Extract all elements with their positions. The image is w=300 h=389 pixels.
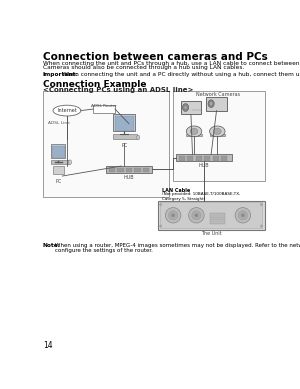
Text: Cameras should also be connected through a hub using LAN cables.: Cameras should also be connected through… — [43, 65, 244, 70]
Ellipse shape — [184, 105, 187, 109]
Text: When connecting the unit and PCs through a hub, use a LAN cable to connect betwe: When connecting the unit and PCs through… — [43, 61, 300, 65]
Text: Network Cameras: Network Cameras — [196, 92, 240, 97]
Bar — [196, 156, 202, 161]
Bar — [106, 166, 152, 173]
Circle shape — [172, 214, 175, 217]
Bar — [186, 134, 202, 136]
Circle shape — [189, 208, 204, 223]
Text: Connection Example: Connection Example — [43, 80, 146, 89]
Text: Connection between cameras and PCs: Connection between cameras and PCs — [43, 52, 268, 62]
Ellipse shape — [190, 128, 198, 135]
Bar — [143, 168, 149, 172]
Circle shape — [195, 214, 198, 217]
Text: When connecting the unit and a PC directly without using a hub, connect them usi: When connecting the unit and a PC direct… — [61, 72, 300, 77]
Bar — [53, 166, 64, 174]
Ellipse shape — [137, 135, 140, 140]
Bar — [204, 156, 210, 161]
Bar — [181, 101, 201, 114]
Bar — [93, 105, 115, 113]
Text: Category 5, Straight): Category 5, Straight) — [161, 197, 205, 201]
Circle shape — [192, 211, 201, 220]
Text: (Not provided: 10BASE-T/100BASE-TX,: (Not provided: 10BASE-T/100BASE-TX, — [161, 192, 240, 196]
Bar — [113, 134, 137, 139]
Bar — [187, 156, 193, 161]
Bar — [178, 156, 185, 161]
Bar — [173, 91, 265, 181]
Bar — [43, 91, 169, 197]
Bar — [210, 219, 225, 224]
Ellipse shape — [208, 100, 214, 107]
Circle shape — [260, 203, 262, 206]
Text: ADSL Line: ADSL Line — [48, 121, 70, 124]
Text: configure the settings of the router.: configure the settings of the router. — [55, 249, 153, 253]
Circle shape — [241, 214, 244, 217]
Bar — [126, 168, 132, 172]
Text: Important:: Important: — [43, 72, 79, 77]
Ellipse shape — [210, 126, 225, 137]
Bar — [52, 146, 64, 158]
Circle shape — [238, 211, 248, 220]
Bar — [221, 156, 227, 161]
Circle shape — [160, 225, 162, 227]
Ellipse shape — [213, 128, 221, 135]
Bar — [115, 116, 134, 131]
Bar — [210, 213, 225, 217]
Circle shape — [169, 211, 178, 220]
Text: HUB: HUB — [124, 175, 134, 179]
Ellipse shape — [186, 126, 202, 137]
Text: 14: 14 — [43, 341, 52, 350]
Ellipse shape — [209, 102, 213, 105]
Text: Note:: Note: — [43, 243, 61, 248]
Text: ADSL Router: ADSL Router — [91, 103, 117, 108]
Text: The Unit: The Unit — [201, 231, 221, 237]
Bar — [134, 168, 141, 172]
Bar — [52, 160, 68, 164]
Bar — [210, 134, 225, 136]
Circle shape — [160, 203, 162, 206]
Ellipse shape — [182, 103, 189, 111]
Text: HUB: HUB — [199, 163, 209, 168]
Ellipse shape — [53, 105, 81, 116]
Text: <Connecting PCs using an ADSL line>: <Connecting PCs using an ADSL line> — [43, 87, 193, 93]
Bar — [52, 144, 65, 158]
Bar — [160, 202, 262, 228]
Bar — [176, 154, 232, 161]
Text: PC: PC — [55, 179, 61, 184]
Text: LAN Cable: LAN Cable — [161, 187, 190, 193]
Circle shape — [165, 208, 181, 223]
Bar — [206, 97, 226, 110]
Text: PC: PC — [121, 143, 127, 148]
Text: When using a router, MPEG-4 images sometimes may not be displayed. Refer to the : When using a router, MPEG-4 images somet… — [55, 243, 300, 248]
Text: Internet: Internet — [57, 108, 77, 113]
Ellipse shape — [68, 160, 72, 165]
Bar — [109, 168, 115, 172]
Bar — [213, 156, 219, 161]
Circle shape — [260, 225, 262, 227]
Bar — [113, 114, 135, 131]
Circle shape — [235, 208, 250, 223]
Bar — [158, 201, 265, 230]
Bar — [117, 168, 124, 172]
